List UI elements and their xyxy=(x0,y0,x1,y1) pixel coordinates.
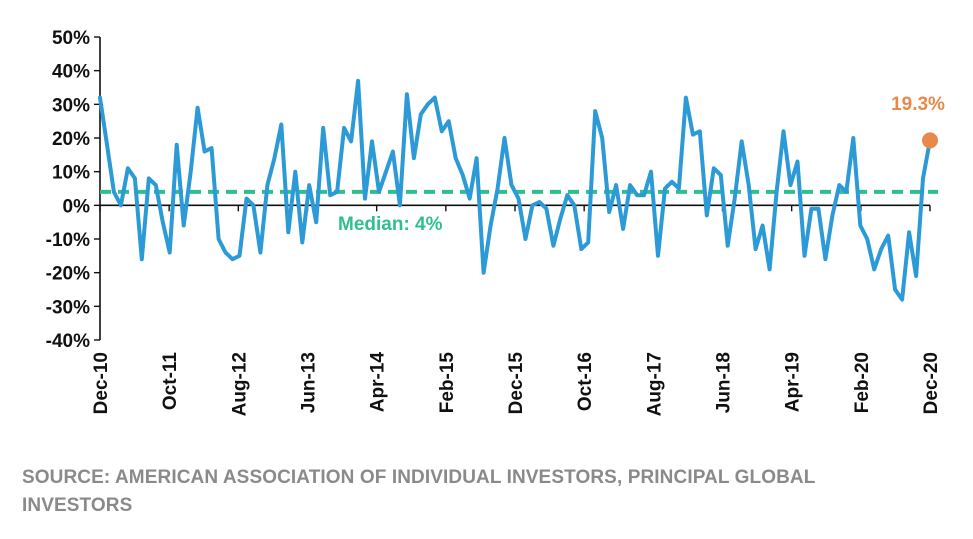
median-label: Median: 4% xyxy=(338,214,443,235)
y-tick-label: -20% xyxy=(46,264,90,285)
x-axis: Dec-10 Oct-11 Aug-12 Jun-13 Apr-14 Feb-15 Dec-… xyxy=(91,204,942,416)
x-tick-label: Apr-19 xyxy=(783,352,804,412)
x-tick-label: Dec-10 xyxy=(91,352,112,414)
y-axis: 50% 40% 30% 20% 10% 0% -10% -20% -30% -40% xyxy=(46,28,101,352)
y-tick-label: 50% xyxy=(52,28,90,49)
sentiment-series-line xyxy=(98,78,932,302)
series-group xyxy=(98,78,932,302)
end-point-label: 19.3% xyxy=(891,94,945,115)
end-point-marker xyxy=(922,132,938,149)
median-reference: Median: 4% xyxy=(100,189,938,235)
x-tick-label: Aug-17 xyxy=(644,352,665,416)
x-tick-label: Apr-14 xyxy=(368,352,389,413)
x-tick-label: Aug-12 xyxy=(229,352,250,416)
y-tick-label: -30% xyxy=(46,297,90,318)
end-point-group: 19.3% xyxy=(891,94,945,149)
x-tick-label: Oct-11 xyxy=(160,352,181,411)
y-tick-label: -10% xyxy=(46,230,90,251)
x-tick-label: Dec-15 xyxy=(506,352,527,415)
sentiment-line-chart: 50% 40% 30% 20% 10% 0% -10% -20% -30% -40% Dec-10… xyxy=(46,28,945,416)
y-tick-label: 30% xyxy=(52,95,90,116)
y-tick-label: 0% xyxy=(63,196,91,217)
x-tick-label: Oct-16 xyxy=(575,352,596,411)
y-tick-label: -40% xyxy=(46,331,90,352)
y-tick-label: 20% xyxy=(52,129,90,150)
x-tick-label: Dec-20 xyxy=(921,352,942,414)
x-tick-label: Jun-13 xyxy=(299,352,320,413)
y-tick-label: 10% xyxy=(52,163,90,184)
x-tick-label: Jun-18 xyxy=(714,352,735,413)
x-tick-label: Feb-20 xyxy=(852,352,873,413)
y-tick-label: 40% xyxy=(52,62,90,83)
x-tick-label: Feb-15 xyxy=(437,352,458,414)
source-note: SOURCE: AMERICAN ASSOCIATION OF INDIVIDU… xyxy=(22,467,816,516)
